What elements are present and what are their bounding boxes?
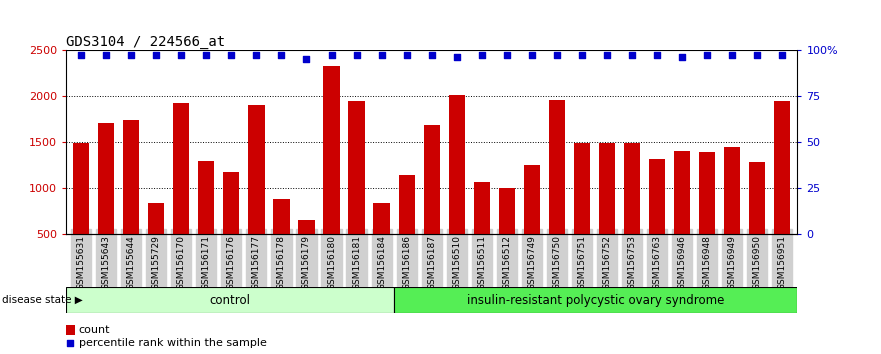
- Text: insulin-resistant polycystic ovary syndrome: insulin-resistant polycystic ovary syndr…: [467, 293, 724, 307]
- Bar: [123, 120, 139, 280]
- Point: [550, 52, 564, 58]
- Bar: [599, 143, 615, 280]
- Bar: [174, 103, 189, 280]
- Point: [600, 52, 614, 58]
- Point: [124, 52, 138, 58]
- Bar: [474, 182, 490, 280]
- Bar: [499, 188, 515, 280]
- Point: [249, 52, 263, 58]
- Point: [625, 52, 639, 58]
- Bar: [374, 203, 389, 280]
- Bar: [299, 220, 315, 280]
- Point: [324, 52, 338, 58]
- Point: [400, 52, 414, 58]
- Point: [700, 52, 714, 58]
- Bar: [549, 100, 565, 280]
- Text: count: count: [78, 325, 110, 335]
- Bar: [248, 105, 264, 280]
- Point: [174, 52, 189, 58]
- Point: [74, 52, 88, 58]
- Bar: [148, 203, 165, 280]
- Point: [225, 52, 239, 58]
- Text: control: control: [210, 293, 250, 307]
- Point: [149, 52, 163, 58]
- Point: [350, 52, 364, 58]
- Bar: [273, 199, 290, 280]
- Point: [449, 54, 463, 60]
- Bar: [523, 165, 540, 280]
- Bar: [674, 151, 690, 280]
- Bar: [394, 287, 797, 313]
- Bar: [223, 171, 240, 280]
- Text: percentile rank within the sample: percentile rank within the sample: [78, 338, 266, 348]
- Bar: [323, 66, 340, 280]
- Point: [751, 52, 765, 58]
- Bar: [98, 123, 115, 280]
- Text: GDS3104 / 224566_at: GDS3104 / 224566_at: [66, 35, 226, 48]
- Bar: [73, 143, 89, 280]
- Bar: [749, 162, 766, 280]
- Bar: [574, 143, 590, 280]
- Point: [775, 52, 789, 58]
- Bar: [198, 161, 214, 280]
- Bar: [624, 143, 640, 280]
- Point: [500, 52, 514, 58]
- Bar: [649, 159, 665, 280]
- Point: [99, 52, 113, 58]
- Text: disease state ▶: disease state ▶: [2, 295, 83, 305]
- Point: [300, 56, 314, 62]
- Bar: [774, 101, 790, 280]
- Point: [575, 52, 589, 58]
- Point: [475, 52, 489, 58]
- Point: [199, 52, 213, 58]
- Bar: [448, 95, 465, 280]
- Point: [374, 52, 389, 58]
- Point: [274, 52, 288, 58]
- Point: [675, 54, 689, 60]
- Bar: [66, 325, 75, 335]
- Bar: [699, 152, 715, 280]
- Point: [650, 52, 664, 58]
- Point: [425, 52, 439, 58]
- Point: [525, 52, 539, 58]
- Bar: [348, 101, 365, 280]
- Bar: [424, 125, 440, 280]
- Point: [725, 52, 739, 58]
- Bar: [724, 147, 740, 280]
- Bar: [66, 287, 394, 313]
- Point: [63, 341, 78, 346]
- Bar: [398, 175, 415, 280]
